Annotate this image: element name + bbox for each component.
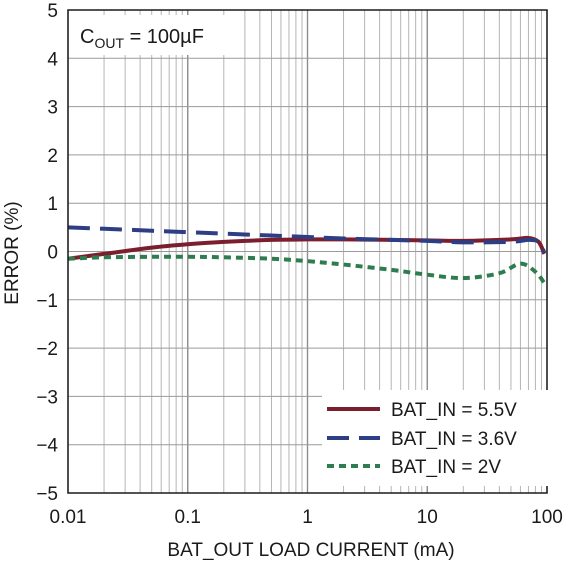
legend-label-5.5v: BAT_IN = 5.5V xyxy=(391,400,517,421)
annotation-background xyxy=(72,15,226,55)
y-tick-label: 3 xyxy=(47,98,58,119)
y-tick-label: −3 xyxy=(36,387,58,408)
y-tick-label: −4 xyxy=(36,436,58,457)
x-axis-title: BAT_OUT LOAD CURRENT (mA) xyxy=(167,540,454,561)
annotation-subscript: OUT xyxy=(94,35,124,51)
annotation-main: C xyxy=(80,26,94,48)
y-tick-label: 5 xyxy=(47,1,58,22)
series-line-bat-in-3.6v xyxy=(67,225,547,254)
y-tick-label: −2 xyxy=(36,339,58,360)
y-tick-label: 2 xyxy=(47,146,58,167)
x-tick-label: 100 xyxy=(531,507,563,528)
y-tick-label: 4 xyxy=(47,49,58,70)
x-tick-label: 0.1 xyxy=(175,507,201,528)
annotation-rest: = 100µF xyxy=(124,26,204,48)
annotation-text: COUT = 100µF xyxy=(80,26,204,51)
capacitance-annotation: COUT = 100µF xyxy=(72,15,226,55)
series-layer xyxy=(67,225,547,285)
legend: BAT_IN = 5.5V BAT_IN = 3.6V BAT_IN = 2V xyxy=(322,390,548,486)
y-tick-label: −5 xyxy=(36,484,58,505)
series-line-bat-in-2v xyxy=(67,254,546,285)
y-tick-label: −1 xyxy=(36,291,58,312)
y-tick-label: 0 xyxy=(47,243,58,264)
legend-label-3.6v: BAT_IN = 3.6V xyxy=(391,429,517,450)
legend-label-2v: BAT_IN = 2V xyxy=(391,457,501,478)
y-axis-title: ERROR (%) xyxy=(2,201,23,304)
x-tick-label: 0.01 xyxy=(50,507,87,528)
plot-frame xyxy=(67,9,548,494)
x-tick-label: 1 xyxy=(302,507,313,528)
y-tick-label: 1 xyxy=(47,194,58,215)
x-tick-label: 10 xyxy=(417,507,438,528)
